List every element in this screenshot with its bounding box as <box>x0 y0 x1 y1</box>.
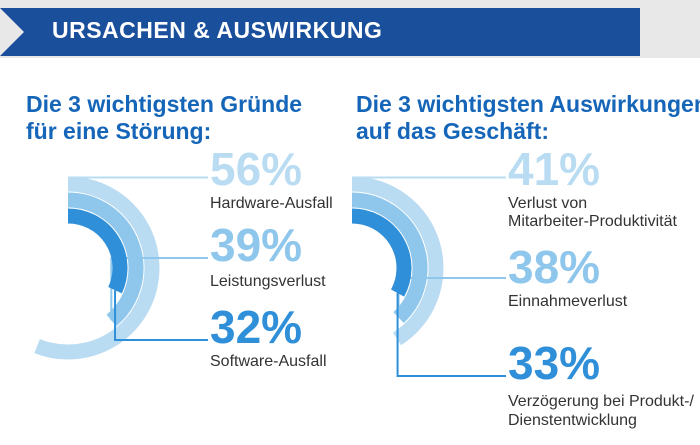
radial-bar-right-2 <box>351 192 428 324</box>
right-radial-chart <box>351 176 506 377</box>
left-label-1: Hardware-Ausfall <box>210 195 333 212</box>
radial-bar-left-2 <box>67 192 144 327</box>
banner-notch <box>0 8 24 56</box>
left-value-1: 56% <box>210 143 303 195</box>
radial-bar-right-1 <box>351 176 444 346</box>
right-label-2: Einnahmeverlust <box>508 293 628 310</box>
left-label-3: Software-Ausfall <box>210 353 327 370</box>
left-value-2: 39% <box>210 219 303 271</box>
connector-left-3 <box>114 290 208 341</box>
right-chart-title-line1: Die 3 wichtigsten Auswirkungen <box>356 91 700 117</box>
left-label-2: Leistungsverlust <box>210 273 326 290</box>
radial-bar-right-3 <box>351 208 412 297</box>
right-label-3a: Verzögerung bei Produkt-/ <box>508 393 694 410</box>
right-chart-title-line2: auf das Geschäft: <box>356 118 549 144</box>
right-value-2: 38% <box>508 241 601 293</box>
radial-bar-left-1 <box>34 176 160 360</box>
left-chart-title-line2: für eine Störung: <box>26 118 212 144</box>
left-radial-chart <box>34 176 208 360</box>
right-label-1a: Verlust von <box>508 195 588 212</box>
banner <box>0 8 640 56</box>
connector-right-3 <box>396 293 506 377</box>
right-value-3: 33% <box>508 337 601 389</box>
right-label-3b: Dienstentwicklung <box>508 412 637 429</box>
radial-bar-left-3 <box>67 208 128 294</box>
left-chart-title-line1: Die 3 wichtigsten Gründe <box>26 91 303 117</box>
right-label-1b: Mitarbeiter-Produktivität <box>508 213 677 230</box>
left-value-3: 32% <box>210 301 303 353</box>
connector-left-2 <box>110 257 208 321</box>
banner-title: URSACHEN & AUSWIRKUNG <box>52 17 383 43</box>
right-value-1: 41% <box>508 143 601 195</box>
